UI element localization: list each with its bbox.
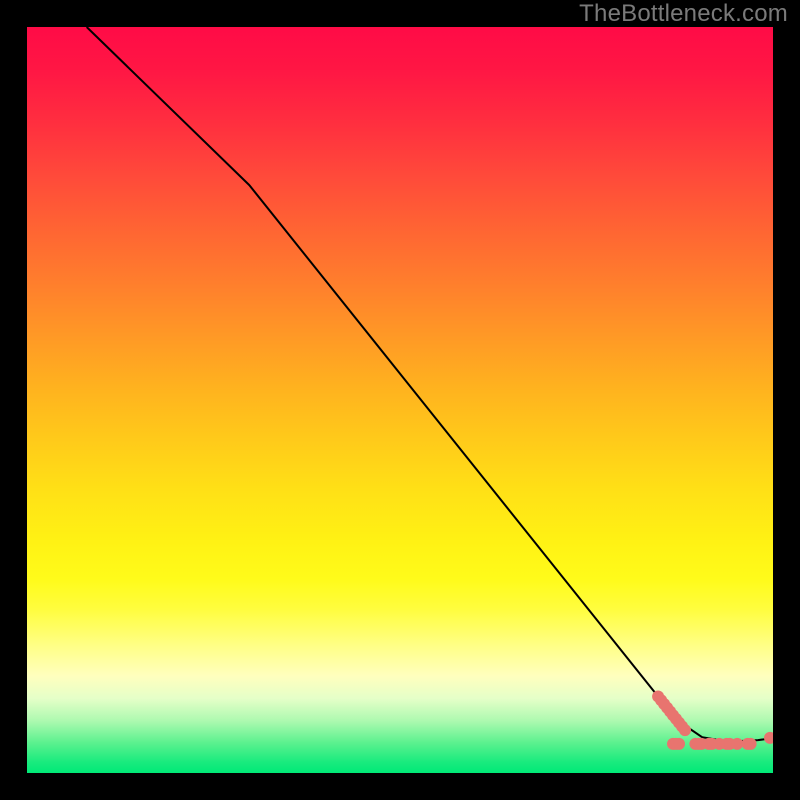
data-point — [673, 738, 685, 750]
data-point — [679, 724, 691, 736]
gradient-background — [27, 27, 773, 773]
data-point — [731, 738, 743, 750]
data-point — [745, 738, 757, 750]
bottleneck-chart — [0, 0, 800, 800]
